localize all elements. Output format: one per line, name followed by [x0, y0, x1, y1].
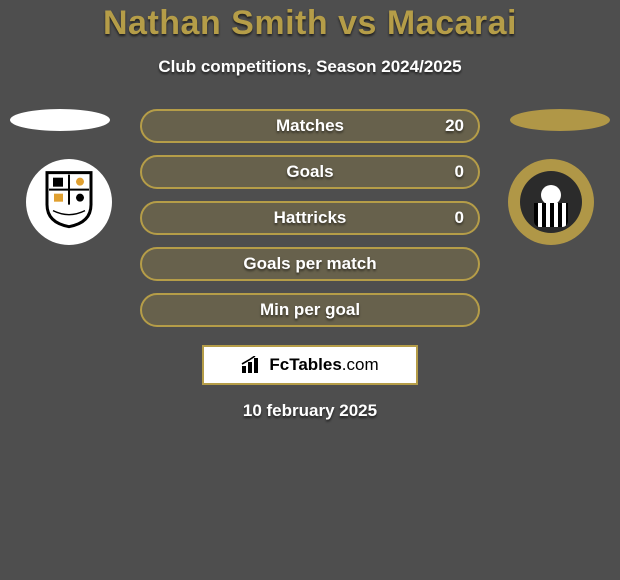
stat-value-right: 0	[455, 208, 464, 228]
stat-row-hattricks: Hattricks 0	[140, 201, 480, 235]
branding-link[interactable]: FcTables.com	[202, 345, 418, 385]
stats-list: Matches 20 Goals 0 Hattricks 0 Goals per…	[140, 109, 480, 327]
port-vale-crest-icon	[43, 171, 95, 229]
club-badge-left	[26, 159, 112, 245]
branding-suffix: .com	[342, 355, 379, 374]
date-label: 10 february 2025	[243, 401, 377, 421]
player-indicator-right	[510, 109, 610, 131]
stat-label: Min per goal	[260, 300, 360, 320]
bar-chart-icon	[241, 356, 263, 374]
stat-label: Goals	[286, 162, 333, 182]
stat-row-min-per-goal: Min per goal	[140, 293, 480, 327]
stat-row-goals-per-match: Goals per match	[140, 247, 480, 281]
subtitle: Club competitions, Season 2024/2025	[158, 57, 461, 77]
stat-row-matches: Matches 20	[140, 109, 480, 143]
stat-value-right: 0	[455, 162, 464, 182]
notts-county-crest-icon	[520, 171, 582, 233]
comparison-card: Nathan Smith vs Macarai Club competition…	[0, 0, 620, 421]
page-title: Nathan Smith vs Macarai	[103, 4, 517, 43]
club-badge-right	[508, 159, 594, 245]
stat-label: Hattricks	[274, 208, 347, 228]
branding-text: FcTables.com	[269, 355, 378, 375]
stat-label: Matches	[276, 116, 344, 136]
stat-row-goals: Goals 0	[140, 155, 480, 189]
stat-label: Goals per match	[243, 254, 376, 274]
player-indicator-left	[10, 109, 110, 131]
stats-section: Matches 20 Goals 0 Hattricks 0 Goals per…	[0, 109, 620, 327]
stat-value-right: 20	[445, 116, 464, 136]
branding-main: FcTables	[269, 355, 341, 374]
